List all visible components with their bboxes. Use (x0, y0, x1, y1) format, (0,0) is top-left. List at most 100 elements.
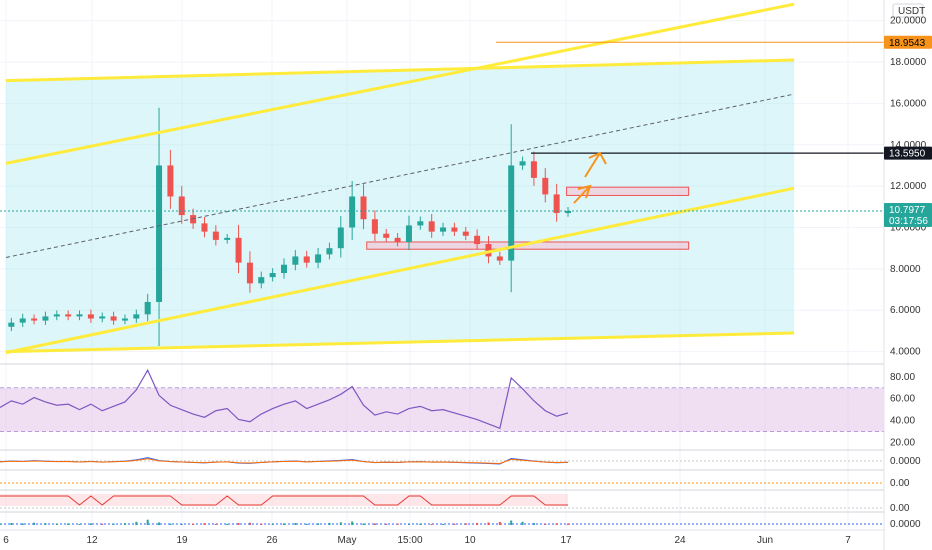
price-tick-label: 14.0000 (890, 140, 927, 151)
candle-body (292, 256, 299, 265)
candle-body (485, 244, 492, 257)
volume-bar (521, 521, 524, 525)
candle-body (440, 227, 447, 232)
level-badge-label: 13.5950 (889, 149, 926, 160)
volume-bar (407, 523, 410, 525)
arrow-icon (584, 152, 601, 178)
currency-badge[interactable] (892, 3, 924, 18)
volume-bar (476, 522, 479, 525)
channel-midline[interactable] (5, 93, 795, 258)
volume-bar (237, 522, 240, 525)
volume-bar (555, 523, 558, 525)
arrow-icon (577, 184, 592, 199)
volume-bar (271, 523, 274, 525)
time-tick-label: 19 (176, 535, 188, 546)
candle-body (371, 219, 378, 234)
channel-shade (6, 59, 795, 352)
volume-bar (510, 520, 513, 525)
candle-body (31, 318, 38, 321)
candle-body (565, 210, 571, 214)
volume-bar (55, 523, 58, 525)
channel-trendline[interactable] (5, 2, 795, 165)
candles (8, 107, 571, 347)
candle-body (212, 231, 219, 240)
channel-trendline[interactable] (5, 186, 795, 355)
candle-body (326, 248, 333, 255)
candle-body (496, 256, 503, 261)
time-tick-label: May (338, 535, 357, 546)
time-axis[interactable]: 6 12 19 26 May 15:00 10 17 24 Jun 7 (0, 529, 884, 546)
volume-bar (294, 523, 297, 525)
candle-body (235, 237, 242, 263)
volume-bar (396, 523, 399, 525)
volume-bar (305, 523, 308, 525)
price-axis[interactable]: USDT 20.0000 18.0000 16.0000 14.0000 12.0000… (883, 0, 932, 550)
candle-body (258, 277, 265, 284)
volume-bar (123, 523, 126, 525)
candle-body (121, 318, 128, 321)
candle-body (19, 318, 26, 323)
candle-body (281, 264, 287, 273)
countdown-label: 03:17:56 (889, 216, 928, 227)
zones (366, 186, 690, 250)
time-tick-label: 7 (845, 535, 851, 546)
volume-bar (214, 523, 217, 525)
candle-body (474, 235, 481, 245)
candle-body (167, 165, 174, 197)
trendlines[interactable] (5, 2, 795, 355)
volume-bar (442, 524, 445, 525)
volume-bar (283, 523, 285, 525)
candle-body (417, 221, 424, 226)
rsi-pane (0, 368, 884, 433)
volume-bar (169, 523, 172, 525)
channel-trendline[interactable] (5, 331, 795, 354)
volume-bar (339, 522, 342, 525)
indicator-tick-label: 0.0000 (890, 456, 921, 467)
volume-bar (248, 522, 251, 525)
volume-bar (192, 523, 195, 525)
volume-bar (89, 523, 92, 525)
high-badge-label: 18.9543 (889, 38, 926, 49)
volume-bar (67, 523, 70, 525)
stoch-band (0, 494, 568, 506)
volume-bar (112, 523, 115, 525)
last-price-badge (884, 203, 932, 228)
price-tick-label: 4.0000 (890, 347, 921, 358)
price-tick-label: 18.0000 (890, 57, 927, 68)
candle-body (349, 196, 356, 228)
supply-demand-zone[interactable] (566, 186, 690, 196)
time-tick-label: 6 (3, 535, 9, 546)
candle-body (428, 221, 435, 232)
volume-bar (373, 523, 376, 525)
volume-bar (101, 523, 104, 525)
volume-bar (362, 523, 365, 525)
candle-body (8, 322, 15, 327)
candle-body (542, 177, 549, 195)
volume-bar (33, 522, 36, 525)
candle-body (462, 231, 469, 236)
channel-trendline[interactable] (5, 58, 795, 83)
candle-body (303, 256, 310, 263)
volume-bar (317, 523, 320, 525)
candle-body (178, 196, 185, 216)
indicator-tick-label: 0.0000 (890, 519, 921, 530)
volume-bar (328, 522, 331, 525)
volume-bar (351, 521, 354, 525)
volume-bar (135, 521, 138, 525)
volume-bar (226, 523, 229, 525)
rsi-tick-label: 40.00 (890, 416, 915, 427)
volume-bar (487, 522, 490, 525)
candle-body (383, 233, 390, 238)
candle-body (530, 161, 537, 178)
candle-body (99, 316, 106, 319)
projection-arrows[interactable] (573, 151, 607, 204)
arrow-icon (588, 151, 607, 165)
volume-bar (203, 523, 206, 525)
candle-body (156, 165, 163, 302)
volume-bar (385, 523, 388, 525)
time-tick-label: 10 (464, 535, 476, 546)
rsi-line (0, 368, 569, 430)
supply-demand-zone[interactable] (366, 241, 690, 250)
